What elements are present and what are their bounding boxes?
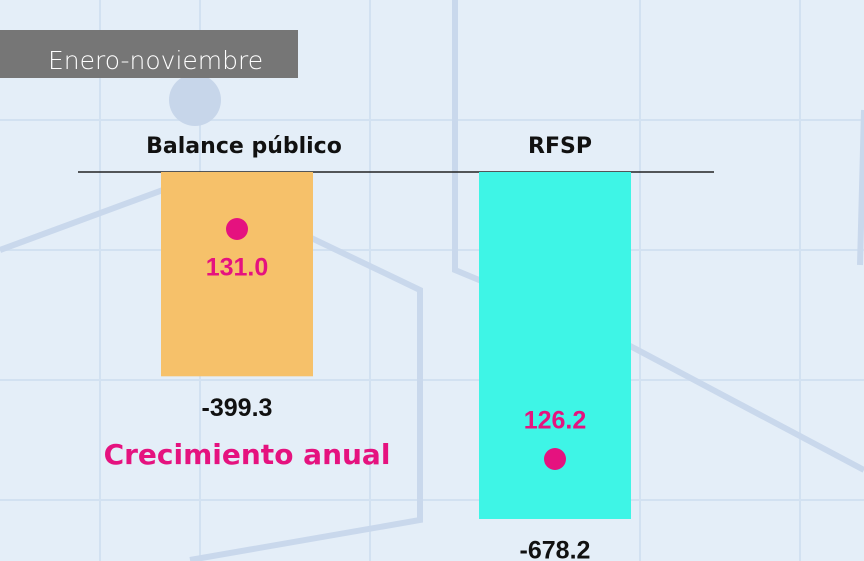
growth-label: 126.2: [524, 407, 587, 435]
subtitle: Enero-noviembre: [48, 46, 263, 75]
growth-label: 131.0: [206, 254, 269, 282]
bar: [161, 172, 313, 377]
growth-dot: [544, 448, 566, 470]
background-dot: [169, 74, 221, 126]
growth-dot: [226, 218, 248, 240]
growth-legend: Crecimiento anual: [104, 438, 391, 471]
subtitle-box: [0, 30, 298, 78]
bar-value-label: -678.2: [520, 537, 591, 561]
bar-value-label: -399.3: [202, 394, 273, 422]
category-label: Balance público: [146, 134, 342, 159]
category-label: RFSP: [528, 134, 592, 159]
